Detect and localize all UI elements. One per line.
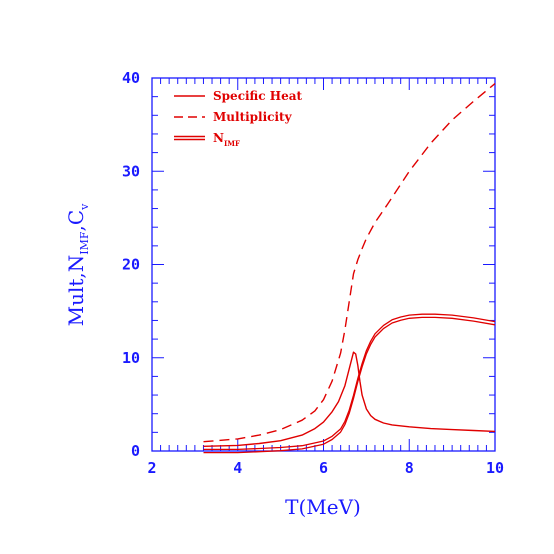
legend-label-nimf: NIMF [213,131,240,148]
legend-label-nimf-main: N [213,131,224,145]
y-tick-label: 40 [122,69,140,87]
series-line-n-imf-b [203,316,496,454]
y-tick-label: 10 [122,349,140,367]
series-line-multiplicity [203,83,496,443]
series-lines [203,83,496,454]
y-tick-label: 0 [131,442,140,460]
legend: Specific Heat Multiplicity NIMF [174,89,303,148]
y-axis-title: Mult,NIMF,Cv [64,203,91,327]
x-tick-label: 10 [486,459,504,477]
series-line-n-imf-a [203,313,496,451]
x-tick-label: 2 [147,459,156,477]
x-tick-label: 6 [319,459,328,477]
legend-label-nimf-sub: IMF [224,139,240,148]
axis-ticks: 2 4 6 8 10 0 10 20 30 40 [122,69,504,477]
y-axis-title-sub2: v [78,203,91,211]
y-tick-label: 20 [122,256,140,274]
y-axis-title-main: Mult,N [64,255,88,327]
x-axis-title: T(MeV) [285,495,361,519]
y-axis-title-sub1: IMF [78,231,91,255]
x-tick-label: 8 [405,459,414,477]
y-axis-title-mid: ,C [64,210,88,232]
plot-frame [151,77,496,452]
x-tick-label: 4 [233,459,242,477]
legend-label-specific-heat: Specific Heat [213,89,303,103]
series-line-specific-heat [203,351,496,447]
legend-label-multiplicity: Multiplicity [213,110,293,124]
plot-border [151,77,496,452]
y-tick-label: 30 [122,162,140,180]
